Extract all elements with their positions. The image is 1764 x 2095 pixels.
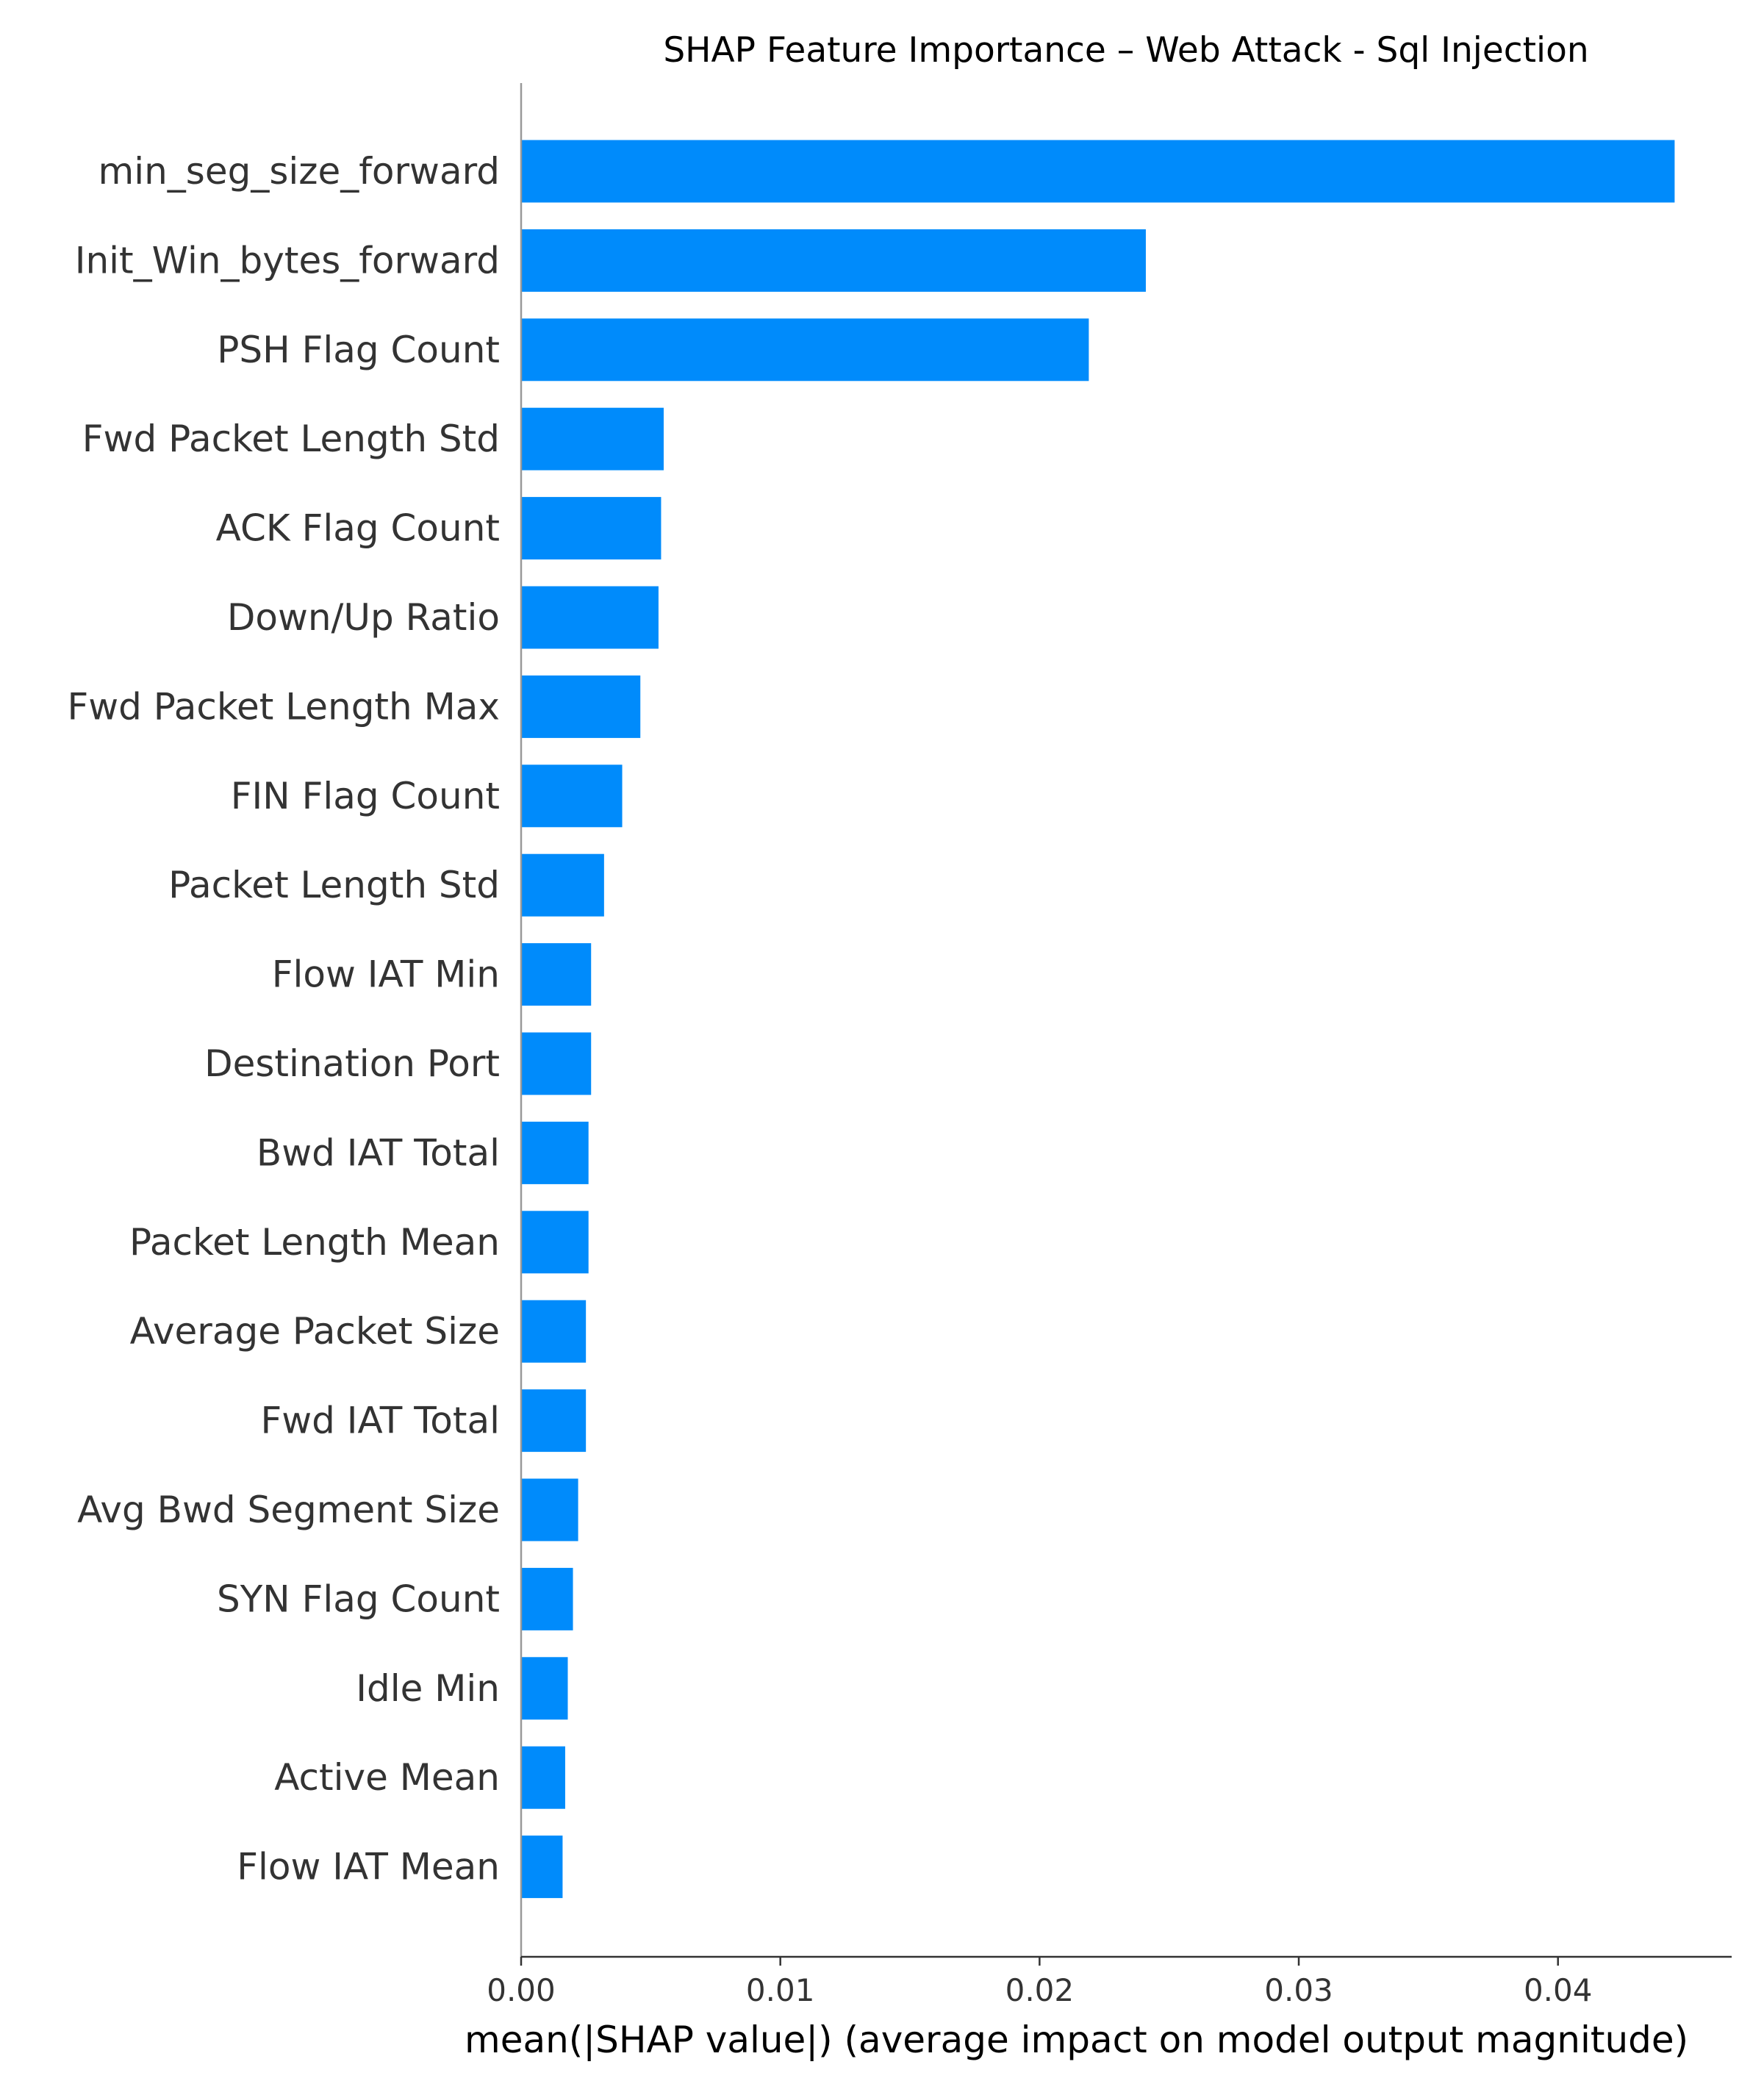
bar-9	[521, 943, 592, 1006]
x-tick-label-3: 0.03	[1264, 1972, 1333, 2008]
category-label-15: Avg Bwd Segment Size	[77, 1489, 500, 1531]
category-label-19: Flow IAT Mean	[237, 1846, 500, 1888]
bar-4	[521, 497, 662, 560]
x-tick-label-0: 0.00	[487, 1972, 556, 2008]
category-label-10: Destination Port	[204, 1042, 500, 1085]
category-label-8: Packet Length Std	[168, 864, 500, 906]
bar-19	[521, 1836, 563, 1899]
category-label-17: Idle Min	[356, 1667, 500, 1710]
bar-2	[521, 318, 1089, 382]
category-label-6: Fwd Packet Length Max	[68, 685, 500, 728]
x-tick-label-1: 0.01	[746, 1972, 815, 2008]
x-axis-label: mean(|SHAP value|) (average impact on mo…	[465, 2019, 1688, 2061]
bar-10	[521, 1032, 592, 1095]
bar-6	[521, 675, 641, 738]
bar-7	[521, 764, 623, 828]
chart-title: SHAP Feature Importance – Web Attack - S…	[663, 30, 1588, 71]
category-label-5: Down/Up Ratio	[227, 596, 500, 639]
category-label-7: FIN Flag Count	[231, 775, 500, 817]
bar-5	[521, 586, 659, 649]
x-tick-label-2: 0.02	[1005, 1972, 1075, 2008]
category-label-0: min_seg_size_forward	[98, 150, 500, 193]
bar-14	[521, 1389, 587, 1453]
category-label-13: Average Packet Size	[130, 1310, 500, 1353]
category-label-12: Packet Length Mean	[129, 1221, 500, 1264]
category-label-16: SYN Flag Count	[217, 1577, 500, 1620]
bar-16	[521, 1567, 573, 1630]
category-label-9: Flow IAT Min	[272, 953, 500, 996]
category-label-4: ACK Flag Count	[216, 507, 500, 550]
bar-17	[521, 1657, 568, 1720]
category-label-14: Fwd IAT Total	[260, 1400, 500, 1442]
category-label-11: Bwd IAT Total	[257, 1131, 500, 1174]
bar-12	[521, 1211, 589, 1274]
bar-8	[521, 853, 604, 917]
bar-11	[521, 1121, 589, 1184]
category-labels: min_seg_size_forward Init_Win_bytes_forwa…	[68, 150, 500, 1888]
bar-3	[521, 407, 664, 470]
category-label-3: Fwd Packet Length Std	[82, 418, 500, 460]
bar-18	[521, 1746, 565, 1809]
category-label-18: Active Mean	[274, 1756, 500, 1799]
category-label-2: PSH Flag Count	[217, 329, 500, 371]
bars-group	[521, 140, 1675, 1899]
x-tick-label-4: 0.04	[1524, 1972, 1593, 2008]
bar-15	[521, 1478, 578, 1541]
x-axis-ticks: 0.00 0.01 0.02 0.03 0.04	[487, 1957, 1592, 2008]
category-label-1: Init_Win_bytes_forward	[75, 239, 500, 282]
bar-0	[521, 140, 1675, 203]
bar-13	[521, 1300, 587, 1363]
bar-1	[521, 229, 1146, 292]
